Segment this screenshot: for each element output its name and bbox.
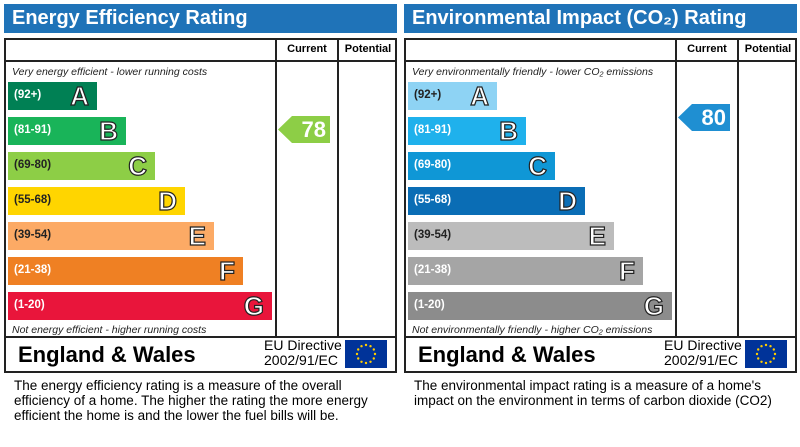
table-header (406, 40, 795, 62)
bottom-note: Not environmentally friendly - higher CO… (412, 324, 653, 336)
band-b: (81-91) B (8, 116, 126, 146)
current-rating-arrow: 80 (678, 104, 730, 131)
bottom-note: Not energy efficient - higher running co… (12, 324, 207, 336)
directive-line-1: EU Directive (664, 337, 742, 353)
table-header (6, 40, 395, 62)
footer: England & Wales EU Directive 2002/91/EC (404, 337, 797, 373)
directive-line-2: 2002/91/EC (664, 352, 738, 368)
band-range: (1-20) (14, 299, 45, 311)
band-e: (39-54) E (408, 221, 614, 251)
band-letter: C (528, 151, 548, 181)
band-letter: E (588, 221, 607, 251)
band-letter: A (70, 81, 90, 111)
description: The environmental impact rating is a mea… (414, 378, 772, 408)
footer: England & Wales EU Directive 2002/91/EC (4, 337, 397, 373)
band-f: (21-38) F (8, 256, 243, 286)
top-note: Very energy efficient - lower running co… (12, 66, 208, 78)
eu-flag-icon (345, 340, 387, 368)
potential-header: Potential (344, 43, 392, 55)
current-column (275, 40, 277, 336)
band-c: (69-80) C (8, 151, 155, 181)
rating-table: Current Potential Very energy efficient … (4, 38, 397, 338)
band-range: (21-38) (14, 264, 52, 276)
band-letter: G (643, 291, 664, 321)
description: The energy efficiency rating is a measur… (14, 378, 368, 423)
current-column (675, 40, 677, 336)
band-c: (69-80) C (408, 151, 555, 181)
band-range: (69-80) (14, 159, 52, 171)
potential-column (737, 40, 739, 336)
band-g: (1-20) G (408, 291, 672, 321)
rating-table: Current Potential Very environmentally f… (404, 38, 797, 338)
band-letter: D (158, 186, 178, 216)
region-label: England & Wales (418, 342, 596, 367)
band-f: (21-38) F (408, 256, 643, 286)
potential-column (337, 40, 339, 336)
band-d: (55-68) D (408, 186, 585, 216)
band-letter: F (219, 256, 236, 286)
band-letter: F (619, 256, 636, 286)
band-a: (92+) A (8, 81, 97, 111)
region-label: England & Wales (18, 342, 196, 367)
panel-title: Environmental Impact (CO₂) Rating (404, 4, 797, 33)
top-note: Very environmentally friendly - lower CO… (412, 66, 654, 78)
band-letter: B (499, 116, 519, 146)
band-range: (39-54) (414, 229, 452, 241)
band-letter: G (243, 291, 264, 321)
band-range: (1-20) (414, 299, 445, 311)
band-letter: B (99, 116, 119, 146)
band-letter: E (188, 221, 207, 251)
band-e: (39-54) E (8, 221, 214, 251)
band-range: (92+) (14, 89, 42, 101)
band-letter: C (128, 151, 148, 181)
band-range: (21-38) (414, 264, 452, 276)
band-range: (69-80) (414, 159, 452, 171)
band-range: (55-68) (414, 194, 452, 206)
band-d: (55-68) D (8, 186, 185, 216)
band-range: (55-68) (14, 194, 52, 206)
band-letter: D (558, 186, 578, 216)
band-letter: A (470, 81, 490, 111)
band-g: (1-20) G (8, 291, 272, 321)
panel-title: Energy Efficiency Rating (4, 4, 397, 33)
band-range: (92+) (414, 89, 442, 101)
band-range: (81-91) (14, 124, 52, 136)
environmental-impact-panel: Environmental Impact (CO₂) Rating Curren… (404, 4, 797, 444)
current-rating-arrow: 78 (278, 116, 330, 143)
band-a: (92+) A (408, 81, 497, 111)
eu-directive: EU Directive 2002/91/EC (664, 338, 742, 368)
eu-flag-icon (745, 340, 787, 368)
current-header: Current (687, 43, 727, 55)
eu-directive: EU Directive 2002/91/EC (264, 338, 342, 368)
band-range: (81-91) (414, 124, 452, 136)
energy-efficiency-panel: Energy Efficiency Rating Current Potenti… (4, 4, 397, 444)
band-range: (39-54) (14, 229, 52, 241)
potential-header: Potential (744, 43, 792, 55)
current-header: Current (287, 43, 327, 55)
directive-line-1: EU Directive (264, 337, 342, 353)
directive-line-2: 2002/91/EC (264, 352, 338, 368)
band-b: (81-91) B (408, 116, 526, 146)
